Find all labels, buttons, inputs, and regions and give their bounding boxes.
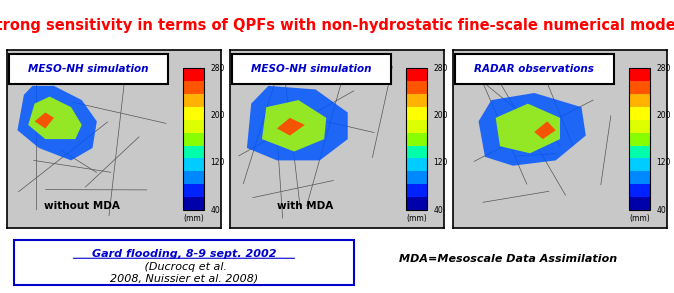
Bar [183, 68, 204, 81]
FancyBboxPatch shape [232, 54, 391, 84]
FancyBboxPatch shape [455, 54, 613, 84]
Bar [629, 184, 650, 197]
Text: 280: 280 [210, 64, 225, 73]
Polygon shape [262, 100, 326, 151]
Text: (mm): (mm) [183, 214, 204, 223]
Polygon shape [247, 86, 348, 160]
Text: 40: 40 [433, 205, 443, 214]
Bar [406, 197, 427, 210]
Bar [406, 146, 427, 159]
Text: 280: 280 [656, 64, 671, 73]
Text: Strong sensitivity in terms of QPFs with non-hydrostatic fine-scale numerical mo: Strong sensitivity in terms of QPFs with… [0, 18, 674, 33]
Polygon shape [277, 118, 305, 136]
Bar [629, 171, 650, 184]
FancyBboxPatch shape [9, 54, 168, 84]
Bar [406, 68, 427, 81]
Text: MDA=Mesoscale Data Assimilation: MDA=Mesoscale Data Assimilation [399, 254, 617, 264]
Bar [183, 94, 204, 107]
Text: with MDA: with MDA [277, 202, 333, 212]
Bar [629, 81, 650, 94]
Bar [183, 184, 204, 197]
Bar [406, 68, 427, 210]
Text: (mm): (mm) [629, 214, 650, 223]
Bar [406, 107, 427, 120]
Polygon shape [34, 113, 54, 128]
Polygon shape [18, 86, 97, 160]
Bar [183, 133, 204, 146]
Bar [406, 159, 427, 171]
Bar [629, 107, 650, 120]
Bar [406, 94, 427, 107]
Text: 40: 40 [210, 205, 220, 214]
Bar [183, 197, 204, 210]
Text: 200: 200 [433, 111, 448, 120]
Bar [183, 81, 204, 94]
Text: (mm): (mm) [406, 214, 427, 223]
Bar [406, 184, 427, 197]
Bar [629, 68, 650, 81]
Text: 40: 40 [656, 205, 667, 214]
Bar [629, 159, 650, 171]
Bar [629, 94, 650, 107]
Bar [406, 171, 427, 184]
Bar [629, 197, 650, 210]
Bar [629, 133, 650, 146]
Text: MESO-NH simulation: MESO-NH simulation [251, 64, 371, 74]
Text: RADAR observations: RADAR observations [474, 64, 594, 74]
Text: 200: 200 [656, 111, 671, 120]
Bar [406, 120, 427, 133]
Text: (Ducrocq et al.
2008, Nuissier et al. 2008): (Ducrocq et al. 2008, Nuissier et al. 20… [110, 262, 258, 284]
Text: MESO-NH simulation: MESO-NH simulation [28, 64, 148, 74]
Text: 200: 200 [210, 111, 225, 120]
Polygon shape [479, 93, 586, 166]
Text: 120: 120 [433, 158, 448, 167]
Bar [183, 107, 204, 120]
Bar [183, 159, 204, 171]
Text: 120: 120 [656, 158, 671, 167]
Bar [183, 120, 204, 133]
Polygon shape [28, 96, 82, 139]
Bar [406, 133, 427, 146]
Text: Gard flooding, 8-9 sept. 2002: Gard flooding, 8-9 sept. 2002 [92, 249, 276, 259]
Bar [183, 171, 204, 184]
Polygon shape [495, 104, 560, 153]
Polygon shape [534, 121, 556, 139]
Bar [629, 120, 650, 133]
Text: 280: 280 [433, 64, 448, 73]
Bar [183, 146, 204, 159]
Text: 120: 120 [210, 158, 225, 167]
Bar [183, 68, 204, 210]
Bar [629, 146, 650, 159]
FancyBboxPatch shape [14, 239, 354, 285]
Bar [629, 68, 650, 210]
Bar [406, 81, 427, 94]
Text: without MDA: without MDA [44, 202, 120, 212]
